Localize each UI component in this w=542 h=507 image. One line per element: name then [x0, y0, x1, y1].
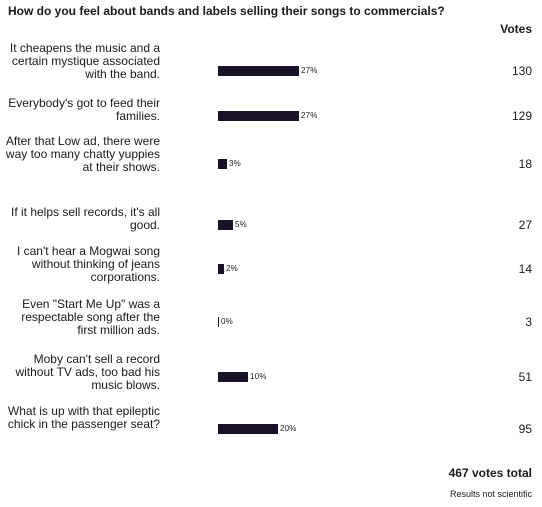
poll-row: What is up with that epileptic chick in …: [0, 405, 542, 455]
result-bar: [218, 424, 278, 434]
percent-label: 5%: [235, 220, 247, 229]
vote-count: 3: [525, 315, 532, 329]
percent-label: 27%: [301, 66, 318, 75]
vote-count: 51: [518, 370, 532, 384]
disclaimer-note: Results not scientific: [449, 489, 532, 499]
result-bar: [218, 264, 224, 274]
percent-label: 27%: [301, 111, 318, 120]
result-bar: [218, 372, 248, 382]
option-label: Everybody's got to feed their families.: [8, 96, 160, 123]
result-bar: [218, 159, 227, 169]
vote-count: 129: [511, 109, 532, 123]
poll-row: If it helps sell records, it's all good.…: [0, 206, 542, 246]
result-bar: [218, 220, 233, 230]
vote-count: 14: [518, 262, 532, 276]
poll-row: Even "Start Me Up" was a respectable son…: [0, 298, 542, 348]
vote-count: 27: [518, 218, 532, 232]
option-label: I can't hear a Mogwai song without think…: [16, 244, 160, 284]
poll-row: I can't hear a Mogwai song without think…: [0, 245, 542, 295]
option-label: Even "Start Me Up" was a respectable son…: [21, 297, 160, 337]
poll-row: Everybody's got to feed their families. …: [0, 97, 542, 137]
option-label: After that Low ad, there were way too ma…: [5, 134, 160, 174]
result-bar: [218, 66, 299, 76]
vote-count: 130: [511, 64, 532, 78]
option-label: Moby can't sell a record without TV ads,…: [15, 352, 160, 392]
poll-question: How do you feel about bands and labels s…: [8, 4, 445, 18]
result-bar: [218, 317, 219, 327]
percent-label: 20%: [280, 424, 297, 433]
option-label: It cheapens the music and a certain myst…: [9, 41, 160, 81]
percent-label: 2%: [226, 264, 238, 273]
poll-row: It cheapens the music and a certain myst…: [0, 42, 542, 102]
votes-header: Votes: [500, 22, 532, 36]
option-label: If it helps sell records, it's all good.: [10, 205, 160, 232]
votes-total: 467 votes total: [448, 466, 532, 480]
poll-row: After that Low ad, there were way too ma…: [0, 135, 542, 195]
result-bar: [218, 111, 299, 121]
option-label: What is up with that epileptic chick in …: [7, 404, 160, 431]
percent-label: 0%: [221, 317, 233, 326]
percent-label: 3%: [229, 159, 241, 168]
vote-count: 18: [518, 157, 532, 171]
percent-label: 10%: [250, 372, 267, 381]
vote-count: 95: [518, 422, 532, 436]
poll-row: Moby can't sell a record without TV ads,…: [0, 353, 542, 403]
